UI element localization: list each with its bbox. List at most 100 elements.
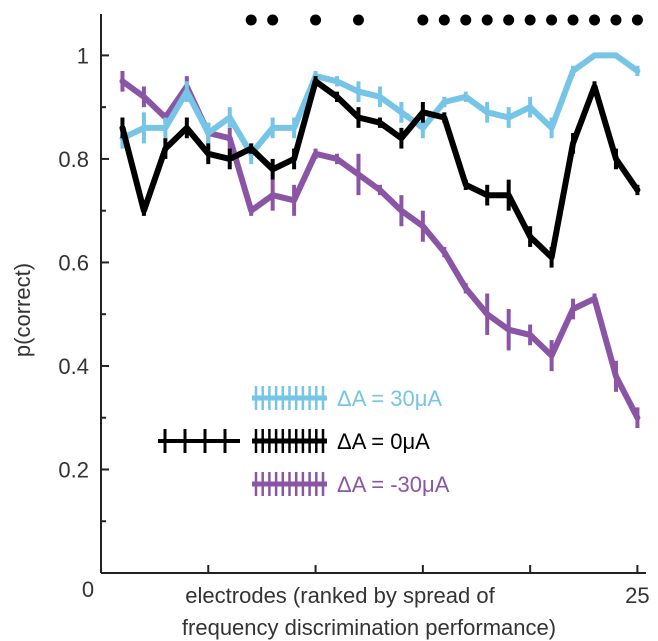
significance-markers bbox=[245, 14, 643, 26]
data-point bbox=[420, 223, 426, 229]
data-point bbox=[291, 156, 297, 162]
data-point bbox=[355, 171, 361, 177]
data-point bbox=[527, 332, 533, 338]
data-point bbox=[227, 156, 233, 162]
x-axis-label-line-1: electrodes (ranked by spread of bbox=[185, 583, 495, 608]
y-axis-label: p(correct) bbox=[10, 263, 35, 357]
significance-dot bbox=[417, 14, 429, 26]
data-point bbox=[441, 115, 447, 121]
y-tick-label: 1 bbox=[77, 43, 89, 68]
data-point bbox=[463, 285, 469, 291]
data-point bbox=[355, 89, 361, 95]
y-tick-label: 0.6 bbox=[58, 250, 89, 275]
data-point bbox=[398, 208, 404, 214]
legend-label: ΔA = 0μA bbox=[337, 429, 430, 454]
data-point bbox=[549, 353, 555, 359]
data-point bbox=[549, 125, 555, 131]
data-point bbox=[441, 249, 447, 255]
data-point bbox=[527, 234, 533, 240]
data-point bbox=[377, 120, 383, 126]
data-point bbox=[291, 125, 297, 131]
data-point bbox=[506, 327, 512, 333]
significance-dot bbox=[310, 14, 322, 26]
significance-dot bbox=[352, 14, 364, 26]
data-point bbox=[119, 125, 125, 131]
data-point bbox=[355, 115, 361, 121]
legend-entry: ΔA = 0μA bbox=[252, 429, 430, 454]
data-point bbox=[441, 99, 447, 105]
legend: ΔA = 30μA ΔA = 0μA ΔA = -30μA bbox=[158, 386, 450, 497]
series-layer bbox=[119, 52, 641, 429]
data-point bbox=[484, 192, 490, 198]
data-point bbox=[141, 208, 147, 214]
series-group bbox=[119, 76, 641, 268]
data-point bbox=[334, 156, 340, 162]
data-point bbox=[613, 52, 619, 58]
data-point bbox=[484, 109, 490, 115]
data-point bbox=[398, 135, 404, 141]
data-point bbox=[634, 415, 640, 421]
data-point bbox=[527, 104, 533, 110]
data-point bbox=[270, 166, 276, 172]
significance-dot bbox=[438, 14, 450, 26]
significance-dot bbox=[481, 14, 493, 26]
significance-dot bbox=[245, 14, 257, 26]
data-point bbox=[506, 115, 512, 121]
data-point bbox=[248, 208, 254, 214]
axes: 0.2 0.4 0.6 0.8 1 25 bbox=[58, 14, 650, 608]
data-point bbox=[334, 94, 340, 100]
data-point bbox=[291, 197, 297, 203]
legend-label: ΔA = -30μA bbox=[337, 472, 450, 497]
data-point bbox=[592, 52, 598, 58]
data-point bbox=[613, 156, 619, 162]
data-point bbox=[141, 125, 147, 131]
data-point bbox=[398, 109, 404, 115]
data-point bbox=[484, 311, 490, 317]
significance-dot bbox=[503, 14, 515, 26]
data-point bbox=[377, 187, 383, 193]
data-point bbox=[420, 125, 426, 131]
legend-label: ΔA = 30μA bbox=[337, 386, 442, 411]
data-point bbox=[270, 192, 276, 198]
data-point bbox=[248, 146, 254, 152]
significance-dot bbox=[631, 14, 643, 26]
data-point bbox=[162, 146, 168, 152]
data-point bbox=[162, 125, 168, 131]
data-point bbox=[463, 94, 469, 100]
x-axis-label-line-2: frequency discrimination performance) bbox=[182, 615, 556, 640]
significance-dot bbox=[460, 14, 472, 26]
x-tick-label: 25 bbox=[625, 583, 649, 608]
legend-entry: ΔA = -30μA bbox=[252, 472, 450, 497]
data-point bbox=[270, 125, 276, 131]
data-point bbox=[227, 115, 233, 121]
significance-dot bbox=[567, 14, 579, 26]
series-group bbox=[119, 52, 641, 165]
data-point bbox=[592, 83, 598, 89]
data-point bbox=[205, 151, 211, 157]
data-point bbox=[570, 306, 576, 312]
legend-entry: ΔA = 30μA bbox=[252, 386, 442, 411]
series-line bbox=[119, 78, 641, 421]
data-point bbox=[141, 94, 147, 100]
data-point bbox=[420, 109, 426, 115]
data-point bbox=[613, 373, 619, 379]
data-point bbox=[184, 125, 190, 131]
data-point bbox=[377, 94, 383, 100]
y-tick-label: 0.4 bbox=[58, 354, 89, 379]
data-point bbox=[506, 192, 512, 198]
data-point bbox=[313, 151, 319, 157]
data-point bbox=[313, 78, 319, 84]
significance-dot bbox=[524, 14, 536, 26]
data-point bbox=[205, 130, 211, 136]
data-point bbox=[634, 68, 640, 74]
data-point bbox=[463, 182, 469, 188]
significance-dot bbox=[610, 14, 622, 26]
data-point bbox=[570, 140, 576, 146]
y-tick-label: 0.2 bbox=[58, 457, 89, 482]
data-point bbox=[570, 68, 576, 74]
significance-dot bbox=[589, 14, 601, 26]
data-point bbox=[184, 89, 190, 95]
data-point bbox=[119, 78, 125, 84]
